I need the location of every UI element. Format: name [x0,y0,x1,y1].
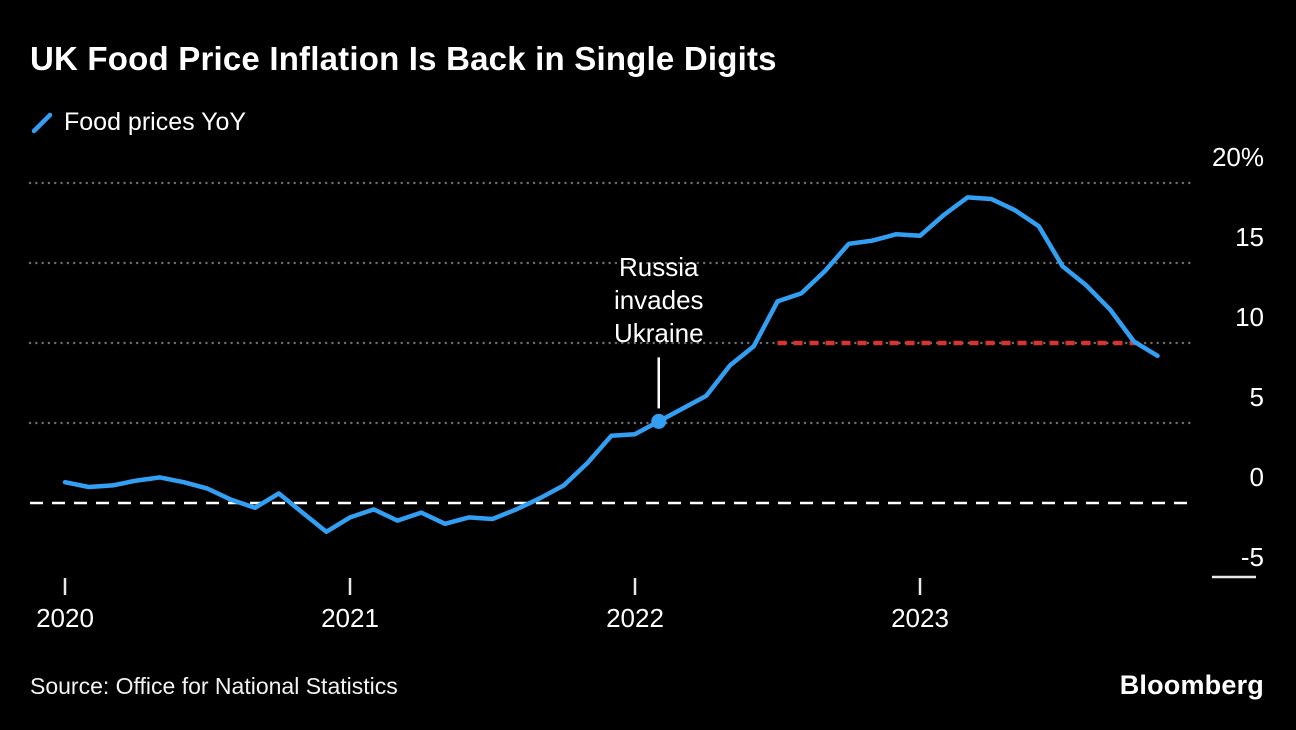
legend: Food prices YoY [30,108,246,137]
y-axis-label: 15 [1235,222,1264,252]
chart-title: UK Food Price Inflation Is Back in Singl… [30,40,777,77]
legend-swatch-stroke [31,112,53,133]
y-axis-label: -5 [1240,542,1264,572]
x-axis-label: 2023 [891,603,949,633]
x-axis-label: 2020 [36,603,94,633]
legend-label: Food prices YoY [64,108,247,136]
annotation-dot [651,413,667,429]
data-line-food-prices [62,195,1160,535]
legend-line-icon [31,112,53,133]
annotation-text: Russia invades Ukraine [613,252,704,349]
bloomberg-logo: Bloomberg [1119,670,1264,700]
y-axis-label: 5 [1249,382,1264,412]
y-axis-label: 10 [1235,302,1264,332]
y-axis-label: 20% [1211,142,1264,172]
y-axis-label: 0 [1249,462,1264,492]
x-axis-label: 2021 [321,603,379,633]
source-attribution: Source: Office for National Statistics [30,673,398,699]
x-axis-label: 2022 [606,603,664,633]
